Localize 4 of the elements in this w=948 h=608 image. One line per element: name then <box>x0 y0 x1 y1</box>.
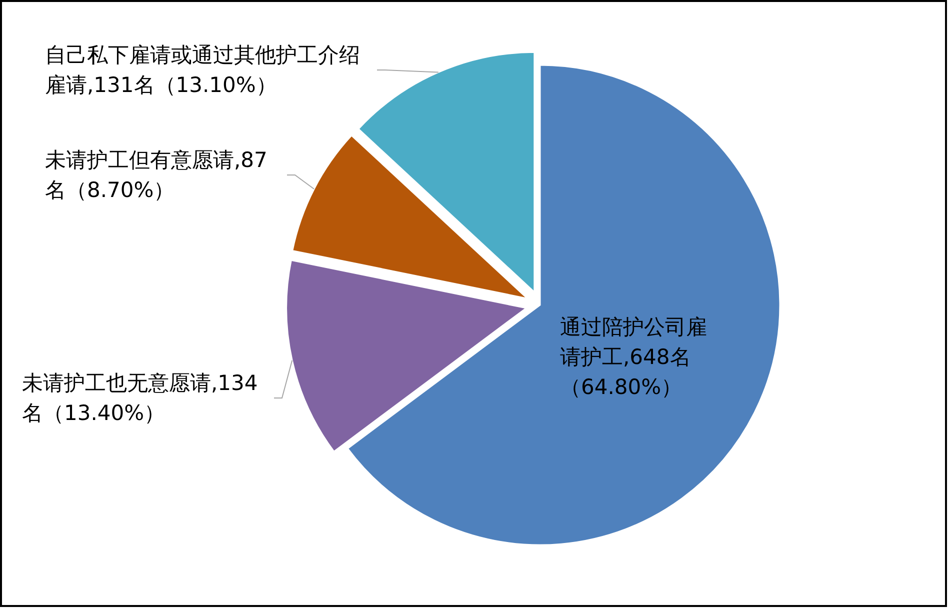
slice-label: 未请护工但有意愿请,87名（8.70%） <box>45 147 268 204</box>
slice-label: 未请护工也无意愿请,134名（13.40%） <box>22 370 259 427</box>
slice-label: 通过陪护公司雇请护工,648名（64.80%） <box>560 314 708 401</box>
slice-label: 自己私下雇请或通过其他护工介绍雇请,131名（13.10%） <box>45 42 361 99</box>
